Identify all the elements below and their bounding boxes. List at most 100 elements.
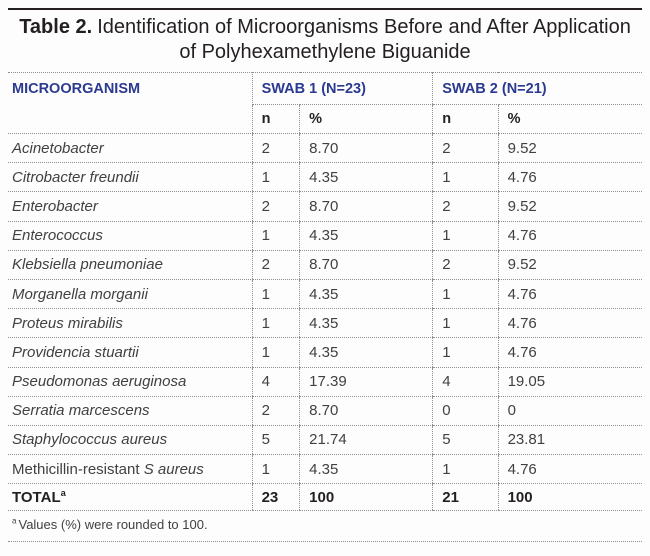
table-row: Enterobacter 2 8.70 2 9.52 [8,191,642,222]
microorganism-name: Citrobacter freundii [12,168,139,186]
swab1-pct-cell: 21.74 [299,425,433,456]
header-swab2-pct: % [497,104,642,134]
swab2-pct-cell: 9.52 [497,133,642,164]
swab1-n-cell: 2 [251,133,300,164]
microorganism-name-regular: Methicillin-resistant [12,460,144,478]
table-row: Citrobacter freundii 1 4.35 1 4.76 [8,162,642,193]
table-header: MICROORGANISM SWAB 1 (N=23) SWAB 2 (N=21… [8,72,642,134]
microorganism-cell: Klebsiella pneumoniae [8,250,253,280]
swab1-n-cell: 1 [251,162,300,193]
swab1-pct-cell: 8.70 [299,191,433,222]
microorganism-name: Proteus mirabilis [12,314,123,332]
top-rule [8,8,642,10]
swab1-pct-cell: 4.35 [299,337,433,368]
table-title: Table 2. Identification of Microorganisms… [8,10,642,72]
swab1-n-cell: 2 [251,396,300,426]
swab2-pct-cell: 4.76 [497,337,642,368]
total-label-cell: TOTALa [8,483,253,512]
swab1-n-cell: 4 [251,367,300,397]
swab1-pct-cell: 8.70 [299,396,433,426]
microorganism-cell: Citrobacter freundii [8,162,253,193]
microorganism-cell: Pseudomonas aeruginosa [8,367,253,397]
swab2-n-cell: 1 [432,279,499,310]
table-row: Proteus mirabilis 1 4.35 1 4.76 [8,308,642,339]
table-body: Acinetobacter 2 8.70 2 9.52 Citrobacter … [8,133,642,485]
swab2-n-cell: 4 [432,367,499,397]
microorganism-name: Providencia stuartii [12,343,139,361]
swab2-pct-cell: 4.76 [497,221,642,251]
microorganism-cell: Serratia marcescens [8,396,253,426]
swab2-pct-cell: 19.05 [497,367,642,397]
microorganism-cell: Proteus mirabilis [8,308,253,339]
swab1-pct-cell: 8.70 [299,250,433,280]
swab1-n-cell: 5 [251,425,300,456]
microorganism-name: Staphylococcus aureus [12,431,168,449]
total-label: TOTAL [12,488,61,506]
table-row: Methicillin-resistant S aureus 1 4.35 1 … [8,454,642,485]
paper-table-figure: Table 2. Identification of Microorganisms… [0,8,650,556]
microorganism-name: Pseudomonas aeruginosa [12,373,187,391]
swab2-pct-cell: 23.81 [497,425,642,456]
swab2-n-cell: 1 [432,221,499,251]
swab1-pct-cell: 4.35 [299,162,433,193]
swab2-pct-cell: 0 [497,396,642,426]
microorganism-cell: Acinetobacter [8,133,253,164]
swab2-pct-cell: 4.76 [497,162,642,193]
swab2-pct-cell: 4.76 [497,454,642,485]
swab1-n-cell: 1 [251,279,300,310]
table-row: Serratia marcescens 2 8.70 0 0 [8,396,642,426]
table-row: Acinetobacter 2 8.70 2 9.52 [8,133,642,164]
table-footer: TOTALa 23 100 21 100 [8,483,642,512]
microorganism-cell: Morganella morganii [8,279,253,310]
swab2-pct-cell: 4.76 [497,308,642,339]
table-row: Klebsiella pneumoniae 2 8.70 2 9.52 [8,250,642,280]
swab2-n-cell: 2 [432,133,499,164]
swab2-n-cell: 1 [432,308,499,339]
total-swab2-pct: 100 [497,483,642,512]
swab1-n-cell: 1 [251,337,300,368]
microorganism-name: Enterobacter [12,197,98,215]
microorganism-cell: Methicillin-resistant S aureus [8,454,253,485]
header-swab1-n: n [251,104,300,134]
swab1-pct-cell: 4.35 [299,454,433,485]
swab2-pct-cell: 9.52 [497,191,642,222]
swab1-n-cell: 2 [251,250,300,280]
table-title-text: Identification of Microorganisms Before … [97,16,631,63]
table-row: Pseudomonas aeruginosa 4 17.39 4 19.05 [8,367,642,397]
microorganism-name: Enterococcus [12,227,103,245]
total-row: TOTALa 23 100 21 100 [8,483,642,512]
swab2-n-cell: 2 [432,250,499,280]
swab1-n-cell: 1 [251,221,300,251]
swab1-pct-cell: 4.35 [299,279,433,310]
microorganism-name: Acinetobacter [12,139,104,157]
header-microorganism: MICROORGANISM [8,72,253,134]
swab2-n-cell: 1 [432,454,499,485]
swab1-n-cell: 1 [251,454,300,485]
microorganism-name: S aureus [143,460,204,478]
header-swab1-pct: % [299,104,433,134]
swab1-pct-cell: 4.35 [299,308,433,339]
total-swab2-n: 21 [432,483,499,512]
microorganism-name: Serratia marcescens [12,402,150,420]
header-row-sub: n % n % [8,104,642,134]
swab2-pct-cell: 4.76 [497,279,642,310]
microorganism-cell: Staphylococcus aureus [8,425,253,456]
swab1-pct-cell: 17.39 [299,367,433,397]
swab2-n-cell: 0 [432,396,499,426]
swab2-pct-cell: 9.52 [497,250,642,280]
swab2-n-cell: 1 [432,337,499,368]
microorganism-cell: Enterococcus [8,221,253,251]
total-swab1-pct: 100 [299,483,433,512]
table-row: Morganella morganii 1 4.35 1 4.76 [8,279,642,310]
table-row: Staphylococcus aureus 5 21.74 5 23.81 [8,425,642,456]
header-swab2-n: n [432,104,499,134]
microorganism-cell: Providencia stuartii [8,337,253,368]
table-number-label: Table 2. [19,16,93,38]
table-row: Providencia stuartii 1 4.35 1 4.76 [8,337,642,368]
microorganism-name: Morganella morganii [12,285,148,303]
table-footnote: a Values (%) were rounded to 100. [8,511,642,543]
header-swab2: SWAB 2 (N=21) [432,72,642,105]
swab1-pct-cell: 4.35 [299,221,433,251]
table-row: Enterococcus 1 4.35 1 4.76 [8,221,642,251]
header-row-groups: MICROORGANISM SWAB 1 (N=23) SWAB 2 (N=21… [8,72,642,134]
